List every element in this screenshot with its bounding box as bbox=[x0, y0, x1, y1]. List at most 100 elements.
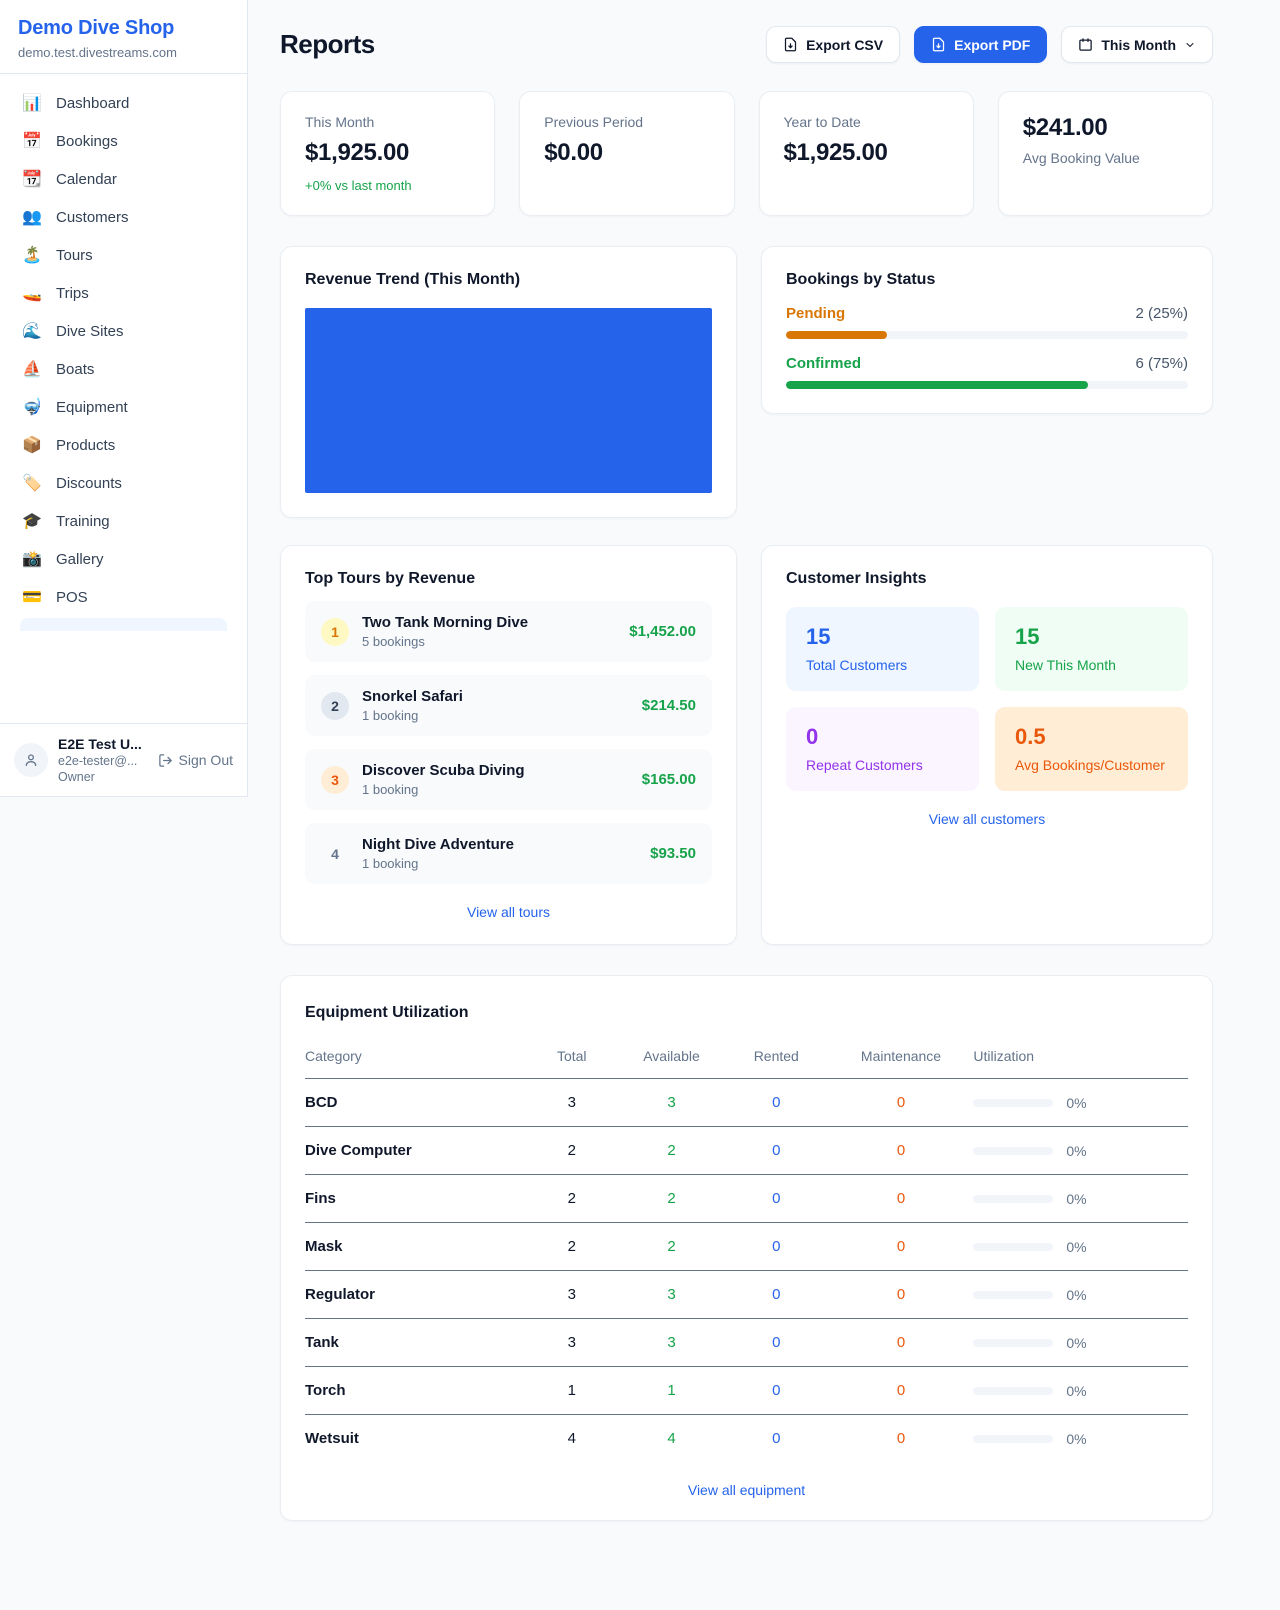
export-csv-button[interactable]: Export CSV bbox=[766, 26, 901, 63]
sidebar-item-trips[interactable]: 🚤 Trips bbox=[10, 276, 237, 311]
cell-total: 3 bbox=[524, 1318, 620, 1367]
stat-label: This Month bbox=[305, 114, 375, 130]
tour-name: Night Dive Adventure bbox=[362, 836, 514, 853]
tour-amount: $214.50 bbox=[641, 697, 696, 714]
cell-total: 3 bbox=[524, 1078, 620, 1127]
customers-icon: 👥 bbox=[22, 208, 42, 226]
equipment-table: Category Total Available Rented Maintena… bbox=[305, 1040, 1188, 1462]
tile-value: 15 bbox=[806, 624, 831, 649]
utilization-percent: 0% bbox=[1066, 1382, 1087, 1399]
sign-out-button[interactable]: Sign Out bbox=[158, 752, 233, 768]
diving-mask-icon: 🤿 bbox=[22, 398, 42, 416]
cell-rented: 0 bbox=[723, 1318, 829, 1367]
cell-total: 2 bbox=[524, 1174, 620, 1223]
tile-total-customers: 15 Total Customers bbox=[786, 607, 979, 691]
camera-icon: 📸 bbox=[22, 550, 42, 568]
cell-total: 2 bbox=[524, 1222, 620, 1271]
graduation-cap-icon: 🎓 bbox=[22, 512, 42, 530]
stat-avg-booking-value: $241.00 Avg Booking Value bbox=[997, 91, 1213, 216]
view-all-tours-link[interactable]: View all tours bbox=[466, 904, 550, 920]
sidebar-item-label: Tours bbox=[56, 247, 93, 264]
utilization-bar bbox=[973, 1194, 1054, 1203]
table-row: Fins 2 2 0 0 0% bbox=[305, 1174, 1188, 1223]
cell-maintenance: 0 bbox=[828, 1270, 974, 1319]
person-icon bbox=[25, 754, 37, 766]
cell-maintenance: 0 bbox=[828, 1078, 974, 1127]
table-row: Dive Computer 2 2 0 0 0% bbox=[305, 1126, 1188, 1175]
status-row-pending: Pending 2 (25%) bbox=[786, 305, 1188, 339]
sidebar-item-bookings[interactable]: 📅 Bookings bbox=[10, 124, 237, 159]
tour-name: Snorkel Safari bbox=[362, 688, 463, 705]
utilization-percent: 0% bbox=[1066, 1238, 1087, 1255]
sidebar-item-dashboard[interactable]: 📊 Dashboard bbox=[10, 86, 237, 121]
tile-avg-bookings-customer: 0.5 Avg Bookings/Customer bbox=[995, 707, 1188, 791]
cell-category: Dive Computer bbox=[305, 1126, 525, 1175]
sidebar-item-calendar[interactable]: 📆 Calendar bbox=[10, 162, 237, 197]
sidebar-item-products[interactable]: 📦 Products bbox=[10, 428, 237, 463]
sidebar-item-pos[interactable]: 💳 POS bbox=[10, 580, 237, 615]
bookings-status-title: Bookings by Status bbox=[786, 271, 936, 288]
sidebar-item-customers[interactable]: 👥 Customers bbox=[10, 200, 237, 235]
sidebar-item-label: Calendar bbox=[56, 171, 117, 188]
cell-available: 1 bbox=[619, 1366, 724, 1415]
sidebar-nav: 📊 Dashboard 📅 Bookings 📆 Calendar 👥 Customer… bbox=[0, 74, 247, 723]
cell-category: Wetsuit bbox=[305, 1430, 359, 1447]
sidebar-item-label: Gallery bbox=[56, 551, 104, 568]
tour-row: 1 Two Tank Morning Dive 5 bookings $1,452… bbox=[305, 601, 712, 662]
top-tours-title: Top Tours by Revenue bbox=[305, 570, 476, 587]
stat-year-to-date: Year to Date $1,925.00 bbox=[758, 91, 974, 216]
progress-track bbox=[786, 381, 1188, 389]
stat-label: Year to Date bbox=[783, 114, 861, 130]
cell-available: 3 bbox=[619, 1318, 724, 1367]
customer-insights-card: Customer Insights 15 Total Customers 15 … bbox=[761, 545, 1213, 945]
sidebar-item-dive-sites[interactable]: 🌊 Dive Sites bbox=[10, 314, 237, 349]
cell-maintenance: 0 bbox=[828, 1126, 974, 1175]
sidebar-item-label: Customers bbox=[56, 209, 129, 226]
island-icon: 🏝️ bbox=[22, 246, 42, 264]
tile-label: New This Month bbox=[1015, 657, 1116, 673]
sidebar-item-boats[interactable]: ⛵ Boats bbox=[10, 352, 237, 387]
shop-name: Demo Dive Shop bbox=[18, 17, 175, 39]
sidebar-item-tours[interactable]: 🏝️ Tours bbox=[10, 238, 237, 273]
sidebar-item-label: Dive Sites bbox=[56, 323, 124, 340]
cell-rented: 0 bbox=[723, 1366, 829, 1415]
sidebar-item-label: Bookings bbox=[56, 133, 118, 150]
period-dropdown[interactable]: This Month bbox=[1061, 26, 1213, 63]
cell-rented: 0 bbox=[723, 1174, 829, 1223]
sidebar-item-active-partial[interactable] bbox=[20, 618, 227, 631]
export-pdf-label: Export PDF bbox=[954, 36, 1031, 53]
utilization-percent: 0% bbox=[1066, 1142, 1087, 1159]
tile-label: Repeat Customers bbox=[806, 757, 923, 773]
sidebar-item-label: Boats bbox=[56, 361, 95, 378]
utilization-percent: 0% bbox=[1066, 1286, 1087, 1303]
tile-new-this-month: 15 New This Month bbox=[995, 607, 1188, 691]
cell-total: 4 bbox=[567, 1430, 576, 1447]
cell-available: 2 bbox=[619, 1222, 724, 1271]
top-tours-card: Top Tours by Revenue 1 Two Tank Morning … bbox=[280, 545, 737, 945]
export-pdf-button[interactable]: Export PDF bbox=[914, 26, 1048, 63]
tile-label: Total Customers bbox=[806, 657, 908, 673]
cell-available: 2 bbox=[619, 1126, 724, 1175]
stat-previous-period: Previous Period $0.00 bbox=[519, 91, 735, 216]
rank-badge: 2 bbox=[321, 691, 349, 720]
speedboat-icon: 🚤 bbox=[22, 284, 42, 302]
view-all-customers-link[interactable]: View all customers bbox=[928, 811, 1046, 827]
shop-domain: demo.test.divestreams.com bbox=[18, 45, 177, 60]
user-info: E2E Test U... e2e-tester@... Owner bbox=[58, 736, 142, 784]
sidebar-item-equipment[interactable]: 🤿 Equipment bbox=[10, 390, 237, 425]
tag-icon: 🏷️ bbox=[22, 474, 42, 492]
cell-category: Regulator bbox=[305, 1270, 525, 1319]
sign-out-label: Sign Out bbox=[178, 752, 233, 768]
cell-total: 3 bbox=[524, 1270, 620, 1319]
user-name: E2E Test U... bbox=[58, 736, 142, 752]
rank-badge: 3 bbox=[321, 765, 349, 794]
utilization-bar bbox=[973, 1146, 1054, 1155]
view-all-equipment-link[interactable]: View all equipment bbox=[687, 1482, 806, 1498]
sidebar: Demo Dive Shop demo.test.divestreams.com… bbox=[0, 0, 248, 797]
sidebar-item-training[interactable]: 🎓 Training bbox=[10, 504, 237, 539]
file-download-icon bbox=[932, 37, 945, 52]
sidebar-item-gallery[interactable]: 📸 Gallery bbox=[10, 542, 237, 577]
sidebar-item-discounts[interactable]: 🏷️ Discounts bbox=[10, 466, 237, 501]
brand: Demo Dive Shop demo.test.divestreams.com bbox=[0, 0, 247, 74]
tour-name: Two Tank Morning Dive bbox=[362, 614, 529, 631]
